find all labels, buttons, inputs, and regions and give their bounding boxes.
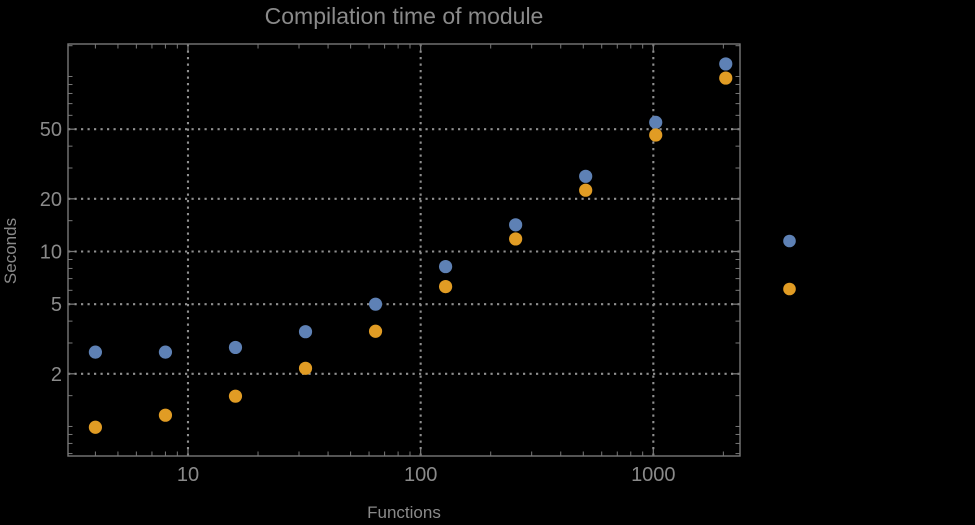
x-axis-label: Functions	[367, 503, 441, 522]
y-tick-label: 50	[40, 119, 62, 141]
data-point-series-2	[158, 408, 173, 422]
legend-marker-series-2	[783, 282, 796, 296]
data-point-series-2	[298, 361, 313, 375]
data-point-series-1	[719, 57, 733, 71]
data-point-series-1	[88, 345, 102, 359]
data-point-series-1	[298, 325, 313, 339]
y-tick-label: 2	[51, 364, 62, 386]
y-tick-label: 20	[40, 189, 62, 211]
chart-title: Compilation time of module	[264, 3, 544, 29]
y-axis-label: Seconds	[1, 217, 20, 285]
x-tick-label: 10	[177, 464, 199, 486]
data-point-series-2	[368, 324, 383, 338]
legend-marker-series-1	[783, 234, 796, 248]
y-tick-label: 5	[51, 294, 62, 316]
y-tick-label: 10	[40, 241, 62, 263]
data-point-series-2	[228, 389, 243, 403]
data-point-series-2	[649, 128, 663, 142]
data-point-series-1	[368, 297, 383, 311]
data-point-series-1	[158, 345, 173, 359]
data-point-series-1	[438, 259, 453, 274]
data-point-series-2	[509, 232, 523, 246]
data-point-series-1	[649, 115, 663, 129]
data-point-series-2	[719, 71, 733, 85]
data-point-series-1	[509, 218, 523, 232]
data-point-series-1	[228, 340, 243, 355]
x-tick-label: 100	[404, 464, 437, 486]
data-point-series-2	[438, 280, 453, 294]
data-point-series-1	[579, 169, 593, 183]
plot-frame	[67, 43, 741, 457]
data-point-series-2	[579, 183, 593, 197]
x-tick-label: 1000	[631, 464, 676, 486]
data-point-series-2	[88, 420, 102, 434]
